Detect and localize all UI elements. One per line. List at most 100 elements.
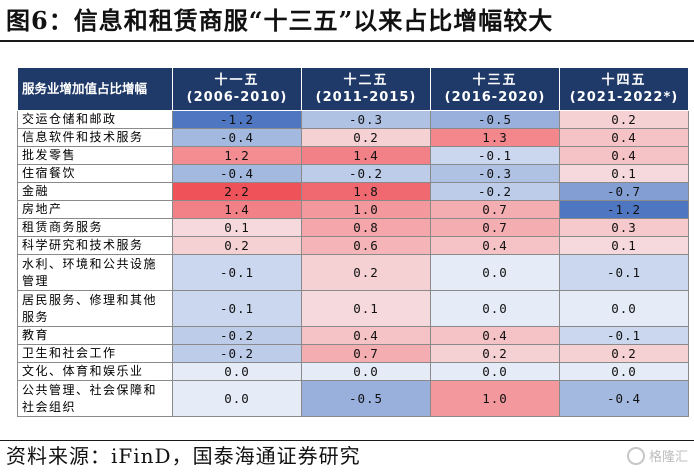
value-cell: 1.3 [430, 128, 560, 147]
value-cell: 0.0 [430, 290, 560, 327]
value-cell: 0.1 [172, 218, 302, 237]
value-cell: -1.2 [172, 110, 302, 129]
value-cell: -0.1 [172, 254, 302, 291]
table-row: 住宿餐饮 -0.4 -0.2 -0.3 0.1 [17, 164, 689, 183]
header-row: 服务业增加值占比增幅 十一五 (2006-2010) 十二五 (2011-201… [17, 67, 689, 111]
row-label: 卫生和社会工作 [17, 344, 173, 363]
column-period: (2006-2010) [186, 90, 288, 105]
value-cell: 0.2 [559, 110, 689, 129]
value-cell: 1.2 [172, 146, 302, 165]
value-cell: 0.4 [559, 146, 689, 165]
value-cell: 1.4 [172, 200, 302, 219]
value-cell: -0.1 [430, 146, 560, 165]
value-cell: -0.4 [559, 380, 689, 417]
value-cell: 1.4 [301, 146, 431, 165]
column-name: 十四五 [601, 73, 647, 88]
value-cell: -0.5 [301, 380, 431, 417]
value-cell: 0.2 [301, 128, 431, 147]
row-label: 信息软件和技术服务 [17, 128, 173, 147]
row-label: 居民服务、修理和其他服务 [17, 290, 173, 327]
value-cell: 0.4 [301, 326, 431, 345]
value-cell: 0.6 [301, 236, 431, 255]
value-cell: 0.7 [301, 344, 431, 363]
watermark: 格隆汇 [626, 446, 688, 465]
row-label: 租赁商务服务 [17, 218, 173, 237]
value-cell: 0.0 [172, 362, 302, 381]
table-row: 卫生和社会工作 -0.2 0.7 0.2 0.2 [17, 344, 689, 363]
row-label: 科学研究和技术服务 [17, 236, 173, 255]
value-cell: -0.2 [301, 164, 431, 183]
column-header: 十四五 (2021-2022*) [559, 67, 689, 111]
row-label: 交运仓储和邮政 [17, 110, 173, 129]
row-label: 教育 [17, 326, 173, 345]
value-cell: 0.8 [301, 218, 431, 237]
value-cell: 0.2 [172, 236, 302, 255]
value-cell: -0.2 [172, 326, 302, 345]
table-row: 教育 -0.2 0.4 0.4 -0.1 [17, 326, 689, 345]
column-period: (2021-2022*) [569, 90, 679, 105]
value-cell: 1.0 [430, 380, 560, 417]
value-cell: 0.0 [301, 362, 431, 381]
value-cell: 0.1 [559, 236, 689, 255]
column-header: 十一五 (2006-2010) [172, 67, 302, 111]
table-row: 房地产 1.4 1.0 0.7 -1.2 [17, 200, 689, 219]
source-rule [0, 440, 694, 441]
table-row: 金融 2.2 1.8 -0.2 -0.7 [17, 182, 689, 201]
table-row: 文化、体育和娱乐业 0.0 0.0 0.0 0.0 [17, 362, 689, 381]
table-body: 交运仓储和邮政 -1.2 -0.3 -0.5 0.2 信息软件和技术服务 -0.4 0.2 1.… [17, 110, 689, 417]
value-cell: 0.7 [430, 218, 560, 237]
value-cell: 1.0 [301, 200, 431, 219]
title-rule [0, 40, 694, 42]
table-row: 交运仓储和邮政 -1.2 -0.3 -0.5 0.2 [17, 110, 689, 129]
row-label: 住宿餐饮 [17, 164, 173, 183]
heatmap-table: 服务业增加值占比增幅 十一五 (2006-2010) 十二五 (2011-201… [17, 67, 689, 417]
value-cell: -0.5 [430, 110, 560, 129]
figure-title: 图6：信息和租赁商服“十三五”以来占比增幅较大 [6, 6, 554, 35]
value-cell: 0.2 [301, 254, 431, 291]
value-cell: 0.0 [430, 362, 560, 381]
value-cell: -0.1 [559, 326, 689, 345]
corner-header: 服务业增加值占比增幅 [17, 67, 173, 111]
value-cell: -0.3 [430, 164, 560, 183]
value-cell: 2.2 [172, 182, 302, 201]
value-cell: 0.0 [559, 362, 689, 381]
value-cell: -0.2 [430, 182, 560, 201]
value-cell: -0.2 [172, 344, 302, 363]
row-label: 公共管理、社会保障和社会组织 [17, 380, 173, 417]
table-row: 信息软件和技术服务 -0.4 0.2 1.3 0.4 [17, 128, 689, 147]
column-header: 十三五 (2016-2020) [430, 67, 560, 111]
row-label: 批发零售 [17, 146, 173, 165]
table-row: 批发零售 1.2 1.4 -0.1 0.4 [17, 146, 689, 165]
value-cell: -0.1 [559, 254, 689, 291]
value-cell: 0.0 [172, 380, 302, 417]
table-row: 科学研究和技术服务 0.2 0.6 0.4 0.1 [17, 236, 689, 255]
value-cell: 0.0 [559, 290, 689, 327]
value-cell: -0.7 [559, 182, 689, 201]
value-cell: -0.4 [172, 164, 302, 183]
watermark-logo-icon [626, 446, 645, 465]
value-cell: 0.7 [430, 200, 560, 219]
value-cell: 1.8 [301, 182, 431, 201]
watermark-text: 格隆汇 [648, 450, 688, 465]
value-cell: 0.1 [301, 290, 431, 327]
table-row: 租赁商务服务 0.1 0.8 0.7 0.3 [17, 218, 689, 237]
value-cell: 0.4 [430, 326, 560, 345]
column-name: 十三五 [472, 73, 518, 88]
heatmap-table-wrap: 服务业增加值占比增幅 十一五 (2006-2010) 十二五 (2011-201… [17, 67, 689, 417]
value-cell: 0.4 [559, 128, 689, 147]
value-cell: 0.0 [430, 254, 560, 291]
row-label: 金融 [17, 182, 173, 201]
column-name: 十一五 [214, 73, 260, 88]
table-row: 居民服务、修理和其他服务 -0.1 0.1 0.0 0.0 [17, 290, 689, 327]
table-row: 水利、环境和公共设施管理 -0.1 0.2 0.0 -0.1 [17, 254, 689, 291]
source-note: 资料来源：iFinD，国泰海通证券研究 [6, 444, 361, 468]
value-cell: -1.2 [559, 200, 689, 219]
table-row: 公共管理、社会保障和社会组织 0.0 -0.5 1.0 -0.4 [17, 380, 689, 417]
value-cell: -0.1 [172, 290, 302, 327]
row-label: 房地产 [17, 200, 173, 219]
value-cell: 0.3 [559, 218, 689, 237]
value-cell: 0.1 [559, 164, 689, 183]
row-label: 水利、环境和公共设施管理 [17, 254, 173, 291]
value-cell: 0.4 [430, 236, 560, 255]
column-period: (2016-2020) [444, 90, 546, 105]
